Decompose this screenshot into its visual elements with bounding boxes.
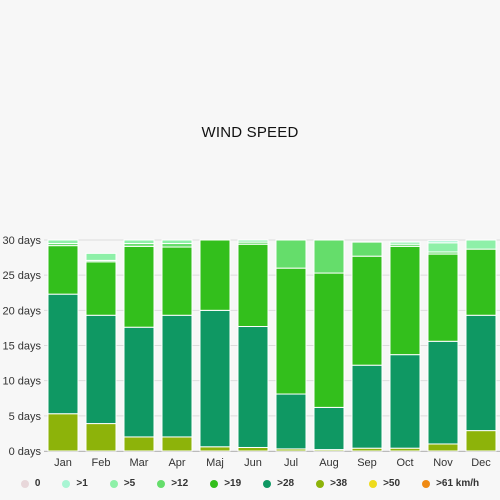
x-tick-label: Jan [54, 457, 72, 469]
x-tick-label: Sep [357, 457, 377, 469]
legend-item[interactable]: >12 [157, 478, 188, 489]
x-tick-label: Mar [130, 457, 149, 469]
x-tick-label: Apr [168, 457, 185, 469]
bar-segment [161, 243, 193, 248]
bar-segment [351, 364, 383, 449]
legend-label: >19 [224, 478, 242, 489]
bar-segment [313, 239, 345, 274]
bar-segment [47, 245, 79, 295]
legend-marker [369, 479, 378, 488]
chart-title: WIND SPEED [201, 124, 299, 141]
y-tick-label: 10 days [2, 376, 41, 388]
legend-item[interactable]: >50 [369, 478, 400, 489]
legend-label: >5 [123, 478, 136, 489]
bar-segment [427, 443, 459, 452]
legend-item[interactable]: >1 [62, 478, 88, 489]
legend-label: >61 km/h [436, 478, 480, 489]
legend-marker [210, 479, 219, 488]
x-tick-label: Jul [284, 457, 298, 469]
bar-segment [123, 436, 155, 452]
bar-segment [313, 406, 345, 451]
bar-segment [161, 239, 193, 245]
legend-label: 0 [34, 478, 41, 489]
bar-segment [275, 267, 307, 395]
bar-segment [237, 243, 269, 328]
legend-marker [263, 479, 272, 488]
bar-segment [465, 430, 497, 452]
bar-segment [199, 239, 231, 311]
y-tick-label: 20 days [2, 305, 41, 317]
bar-segment [123, 326, 155, 438]
x-tick-label: Oct [396, 457, 413, 469]
y-tick-label: 15 days [2, 341, 41, 353]
x-tick-label: Dec [471, 457, 491, 469]
bar-segment [389, 245, 421, 356]
bar-segment [389, 354, 421, 449]
bar-segment [275, 239, 307, 269]
legend-label: >12 [171, 478, 189, 489]
legend-marker [20, 479, 29, 488]
bar-segment [47, 293, 79, 415]
bar-segment [465, 239, 497, 250]
legend-marker [62, 479, 71, 488]
bar-segment [465, 248, 497, 316]
bar-segment [465, 314, 497, 432]
bar-segment [85, 261, 117, 316]
legend-marker [157, 479, 166, 488]
bar-segment [427, 240, 459, 244]
bar-segment [199, 309, 231, 448]
legend-item[interactable]: >61 km/h [422, 478, 479, 489]
legend-item[interactable]: >38 [316, 478, 347, 489]
legend-label: >50 [383, 478, 401, 489]
legend-label: >1 [76, 478, 88, 489]
x-tick-label: Aug [319, 457, 339, 469]
bar-segment [237, 326, 269, 448]
y-tick-label: 0 days [9, 446, 42, 458]
bar-segment [199, 446, 231, 452]
bar-segment [275, 393, 307, 450]
bar-segment [351, 241, 383, 257]
legend-item[interactable]: >28 [263, 478, 294, 489]
legend-item[interactable]: >19 [210, 478, 241, 489]
bar-segment [351, 255, 383, 366]
bar-segment [47, 239, 79, 245]
bar-segment [161, 246, 193, 316]
x-tick-label: Nov [433, 457, 453, 469]
legend-marker [422, 479, 431, 488]
legend-marker [109, 479, 118, 488]
bar-segment [237, 446, 269, 452]
legend-label: >28 [277, 478, 295, 489]
bar-segment [123, 245, 155, 328]
bar-segment [389, 241, 421, 245]
bar-segment [47, 413, 79, 452]
legend-label: >38 [330, 478, 348, 489]
bar-segment [161, 436, 193, 452]
legend-marker [316, 479, 325, 488]
bar-segment [237, 239, 269, 243]
x-tick-label: Maj [206, 457, 224, 469]
bar-segment [427, 340, 459, 445]
x-tick-label: Jun [244, 457, 262, 469]
bar-segment [123, 239, 155, 245]
bar-segment [85, 423, 117, 452]
bar-segment [161, 314, 193, 438]
legend-item[interactable]: 0 [20, 478, 41, 489]
x-tick-label: Feb [92, 457, 111, 469]
bar-segment [313, 272, 345, 408]
chart-legend: 0 >1 >5 >12 >19 >28 >38 >50 >61 km/h [0, 478, 500, 489]
legend-item[interactable]: >5 [109, 478, 136, 489]
bar-segment [85, 314, 117, 425]
y-tick-label: 25 days [2, 270, 41, 282]
bar-segment [85, 252, 117, 261]
y-tick-label: 30 days [2, 235, 41, 247]
y-tick-label: 5 days [9, 411, 42, 423]
bar-segment [427, 242, 459, 253]
bar-segment [427, 253, 459, 342]
